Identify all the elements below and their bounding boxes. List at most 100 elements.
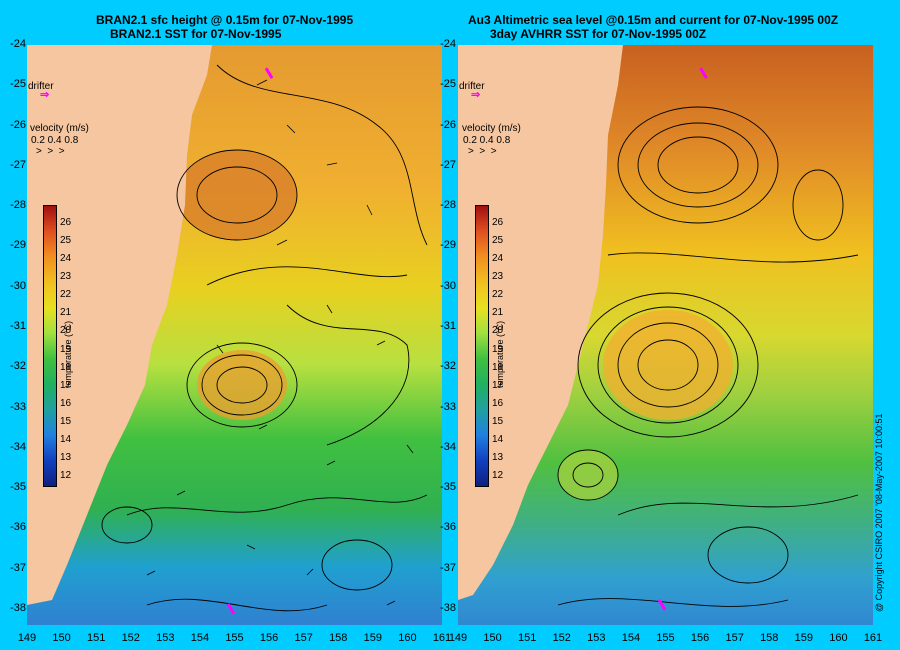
colorbar-tick: 21 [492, 307, 504, 319]
right-velocity-arrows: > > > [468, 146, 497, 157]
y-tick-left: -29 [10, 239, 26, 252]
right-colorbar-unit: temperature (°C) [495, 320, 505, 388]
y-tick-right: -24 [440, 38, 456, 50]
x-tick-right: 150 [483, 632, 502, 644]
left-colorbar [43, 205, 57, 487]
x-tick-left: 156 [259, 632, 279, 644]
drifter-marker [657, 599, 667, 611]
right-sl-contours [557, 106, 859, 607]
colorbar-tick: 12 [492, 469, 504, 481]
y-tick-left: -34 [10, 440, 26, 453]
left-warm-eddy-south [197, 350, 287, 420]
x-tick-left: 152 [121, 632, 140, 644]
y-tick-right: -26 [440, 118, 456, 131]
drifter-marker [699, 67, 708, 79]
y-tick-right: -32 [440, 360, 456, 373]
colorbar-tick: 24 [60, 253, 72, 265]
x-tick-right: 149 [448, 632, 468, 644]
right-colorbar [475, 205, 489, 487]
left-colorbar-unit: temperature (°C) [63, 320, 73, 388]
y-tick-left: -27 [10, 158, 26, 171]
drifter-marker [264, 67, 274, 79]
right-cold-eddy [558, 450, 618, 500]
y-tick-left: -37 [10, 561, 26, 574]
y-tick-left: -26 [10, 118, 26, 131]
colorbar-tick: 16 [492, 397, 504, 409]
x-tick-left: 155 [225, 632, 244, 644]
y-tick-left: -24 [10, 38, 26, 50]
right-drifter-key: ⇒ [471, 89, 481, 101]
left-drifter-key: ⇒ [40, 89, 50, 101]
left-velocity-title: velocity (m/s) [30, 123, 89, 134]
colorbar-tick: 24 [492, 253, 504, 265]
drifter-marker [226, 603, 236, 615]
left-current-vectors [146, 79, 414, 606]
colorbar-tick: 13 [492, 451, 504, 463]
x-tick-right: 161 [863, 632, 883, 644]
y-tick-right: -25 [440, 78, 456, 91]
y-tick-right: -29 [440, 239, 456, 252]
x-tick-right: 153 [587, 632, 606, 644]
x-tick-left: 150 [52, 632, 71, 644]
colorbar-tick: 21 [60, 307, 72, 319]
colorbar-tick: 20 [60, 325, 72, 337]
colorbar-tick: 17 [492, 379, 504, 391]
x-tick-right: 154 [621, 632, 641, 644]
x-tick-right: 155 [656, 632, 675, 644]
y-tick-right: -33 [440, 400, 456, 413]
left-sl-contours [101, 64, 428, 612]
x-tick-left: 159 [363, 632, 382, 644]
colorbar-tick: 16 [60, 397, 72, 409]
left-velocity-arrows: > > > [36, 146, 65, 157]
colorbar-tick: 17 [60, 379, 72, 391]
colorbar-tick: 23 [60, 271, 72, 283]
y-tick-left: -25 [10, 78, 26, 91]
y-tick-right: -31 [440, 319, 456, 332]
colorbar-tick: 26 [60, 217, 72, 229]
x-tick-right: 158 [760, 632, 779, 644]
right-drifters [657, 67, 708, 611]
x-tick-right: 157 [725, 632, 744, 644]
y-tick-left: -35 [10, 481, 26, 494]
left-title-line2: BRAN2.1 SST for 07-Nov-1995 [110, 27, 282, 41]
left-drifters [226, 67, 274, 615]
y-tick-left: -36 [10, 521, 26, 534]
colorbar-tick: 26 [492, 217, 504, 229]
copyright-text: @ Copyright CSIRO 2007 '08-May-2007 10:0… [874, 413, 884, 612]
x-tick-right: 151 [517, 632, 537, 644]
y-tick-right: -30 [440, 279, 456, 292]
x-tick-left: 157 [294, 632, 313, 644]
colorbar-tick: 14 [60, 433, 72, 445]
x-tick-left: 154 [190, 632, 210, 644]
y-tick-right: -27 [440, 158, 456, 171]
x-tick-left: 161 [432, 632, 452, 644]
left-land [27, 45, 212, 605]
x-tick-left: 149 [17, 632, 37, 644]
colorbar-tick: 15 [492, 415, 504, 427]
colorbar-tick: 19 [492, 343, 504, 355]
left-map-panel [27, 45, 442, 625]
colorbar-tick: 18 [60, 361, 72, 373]
y-tick-left: -31 [10, 319, 26, 332]
y-tick-right: -28 [440, 199, 456, 212]
colorbar-tick: 14 [492, 433, 504, 445]
y-tick-right: -38 [440, 601, 456, 614]
colorbar-tick: 15 [60, 415, 72, 427]
x-tick-right: 159 [794, 632, 813, 644]
x-tick-left: 158 [329, 632, 348, 644]
colorbar-tick: 18 [492, 361, 504, 373]
colorbar-tick: 13 [60, 451, 72, 463]
x-tick-left: 151 [86, 632, 106, 644]
y-tick-right: -37 [440, 561, 456, 574]
colorbar-tick: 12 [60, 469, 72, 481]
colorbar-tick: 25 [60, 235, 72, 247]
right-velocity-scale: 0.2 0.4 0.8 [463, 135, 511, 146]
x-tick-right: 152 [552, 632, 571, 644]
y-tick-left: -30 [10, 279, 26, 292]
left-velocity-scale: 0.2 0.4 0.8 [31, 135, 79, 146]
right-drifter-label: drifter [459, 81, 485, 92]
left-title-line1: BRAN2.1 sfc height @ 0.15m for 07-Nov-19… [96, 13, 354, 27]
y-tick-left: -32 [10, 360, 26, 373]
colorbar-tick: 22 [492, 289, 504, 301]
y-tick-right: -36 [440, 521, 456, 534]
